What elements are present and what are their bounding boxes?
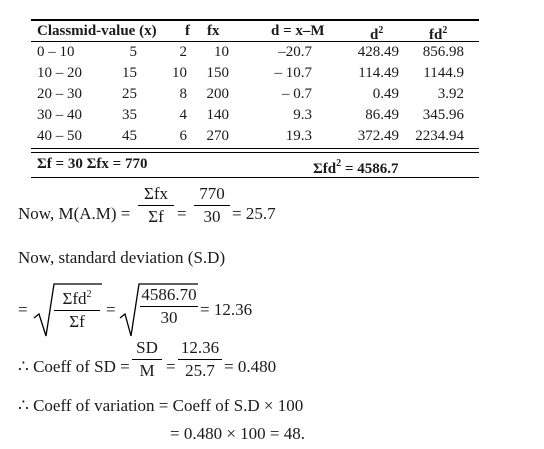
sd-numerator-2: 4586.70	[141, 285, 197, 304]
table-cell-d-squared: 428.49	[357, 44, 399, 60]
sd-leading-equals: =	[18, 300, 28, 319]
table-cell-d-squared: 114.49	[358, 65, 399, 81]
coeff-sd-fraction-2: 12.36 25.7	[178, 338, 222, 381]
coeff-variation-line-2: = 0.480 × 100 = 48.	[170, 424, 306, 443]
table-cell-fd-squared: 856.98	[422, 44, 464, 60]
frequency-table: Classmid-value (x) f fx d = x–M d fd 0 –…	[31, 19, 479, 179]
sum-fd-squared: Σfd2 = 4586.7	[313, 158, 399, 177]
table-cell-class: 30 – 40	[37, 107, 82, 123]
sd-numerator-1: Σfd2	[62, 289, 92, 308]
header-fd-squared: fd	[429, 22, 447, 44]
table-cell-d-squared: 372.49	[357, 128, 399, 144]
coeff-variation-line-1: ∴ Coeff of variation = Coeff of S.D × 10…	[18, 396, 304, 415]
coeff-sd-numerator-1: SD	[136, 338, 158, 357]
mean-formula-numerator: Σfx	[143, 184, 169, 203]
coeff-sd-lead: ∴ Coeff of SD =	[18, 357, 130, 376]
table-cell-f: 4	[179, 107, 188, 123]
table-cell-d-squared: 86.49	[365, 107, 399, 123]
mean-lead: Now, M(A.M) =	[18, 204, 131, 223]
table-cell-f: 6	[179, 128, 188, 144]
table-cell-class: 0 – 10	[37, 44, 75, 60]
sd-denominator-2: 30	[160, 308, 178, 327]
table-cell-fd-squared: 3.92	[437, 86, 464, 102]
sqrt-sign-2	[119, 283, 198, 337]
table-top-rule	[31, 19, 479, 21]
sqrt-sign-1	[33, 283, 102, 337]
header-d-squared: d	[370, 22, 383, 44]
sd-equals: =	[106, 300, 116, 319]
fraction-bar	[54, 310, 100, 311]
fraction-bar	[138, 205, 174, 206]
table-cell-d: 19.3	[285, 128, 312, 144]
table-cell-fx: 150	[206, 65, 230, 81]
table-cell-fd-squared: 345.96	[422, 107, 464, 123]
table-cell-x: 35	[122, 107, 137, 123]
header-f: f	[185, 23, 190, 39]
table-cell-fx: 200	[206, 86, 230, 102]
table-cell-x: 25	[122, 86, 137, 102]
table-cell-fd-squared: 1144.9	[423, 65, 464, 81]
table-cell-x: 15	[122, 65, 137, 81]
table-cell-fx: 10	[214, 44, 229, 60]
sd-intro: Now, standard deviation (S.D)	[18, 248, 226, 267]
table-cell-f: 2	[179, 44, 188, 60]
table-cell-f: 8	[179, 86, 188, 102]
mean-formula-fraction: Σfx Σf	[138, 184, 174, 227]
coeff-sd-result: = 0.480	[224, 357, 277, 376]
sd-result: = 12.36	[200, 300, 253, 319]
coeff-sd-denominator-2: 25.7	[185, 361, 215, 380]
table-cell-fx: 140	[206, 107, 230, 123]
sum-f-fx: Σf = 30 Σfx = 770	[37, 156, 148, 172]
fraction-bar	[140, 306, 198, 307]
sd-fraction-2: 4586.70 30	[140, 285, 198, 328]
mean-value-numerator: 770	[199, 184, 225, 203]
coeff-sd-fraction-1: SD M	[132, 338, 162, 381]
fraction-bar	[194, 205, 230, 206]
mean-equals: =	[177, 204, 187, 223]
sd-fraction-1: Σfd2 Σf	[54, 285, 100, 332]
table-cell-fd-squared: 2234.94	[415, 128, 464, 144]
header-d: d = x–M	[271, 23, 325, 39]
coeff-sd-denominator-1: M	[139, 361, 155, 380]
table-cell-d: 9.3	[293, 107, 312, 123]
mean-formula-denominator: Σf	[148, 207, 164, 226]
table-sum-rule-lower	[31, 152, 479, 153]
table-cell-d-squared: 0.49	[372, 86, 399, 102]
table-sum-rule-upper	[31, 148, 479, 149]
table-cell-d: –20.7	[278, 44, 312, 60]
sum-superscript: 2	[336, 158, 342, 169]
table-cell-fx: 270	[206, 128, 230, 144]
mean-result: = 25.7	[232, 204, 276, 223]
fraction-bar	[178, 359, 222, 360]
table-cell-class: 20 – 30	[37, 86, 82, 102]
table-header-rule	[31, 41, 479, 42]
table-cell-x: 45	[122, 128, 137, 144]
table-cell-class: 40 – 50	[37, 128, 82, 144]
table-cell-x: 5	[129, 44, 138, 60]
table-cell-f: 10	[172, 65, 187, 81]
header-fx: fx	[207, 23, 220, 39]
header-classmid: Classmid-value (x)	[37, 23, 157, 39]
table-cell-class: 10 – 20	[37, 65, 82, 81]
table-bottom-rule	[31, 177, 479, 178]
coeff-sd-numerator-2: 12.36	[180, 338, 220, 357]
table-cell-d: – 10.7	[274, 65, 313, 81]
coeff-sd-equals: =	[166, 357, 176, 376]
mean-value-fraction: 770 30	[194, 184, 230, 227]
sd-denominator-1: Σf	[69, 312, 85, 331]
mean-value-denominator: 30	[203, 207, 221, 226]
table-cell-d: – 0.7	[282, 86, 312, 102]
fraction-bar	[132, 359, 162, 360]
